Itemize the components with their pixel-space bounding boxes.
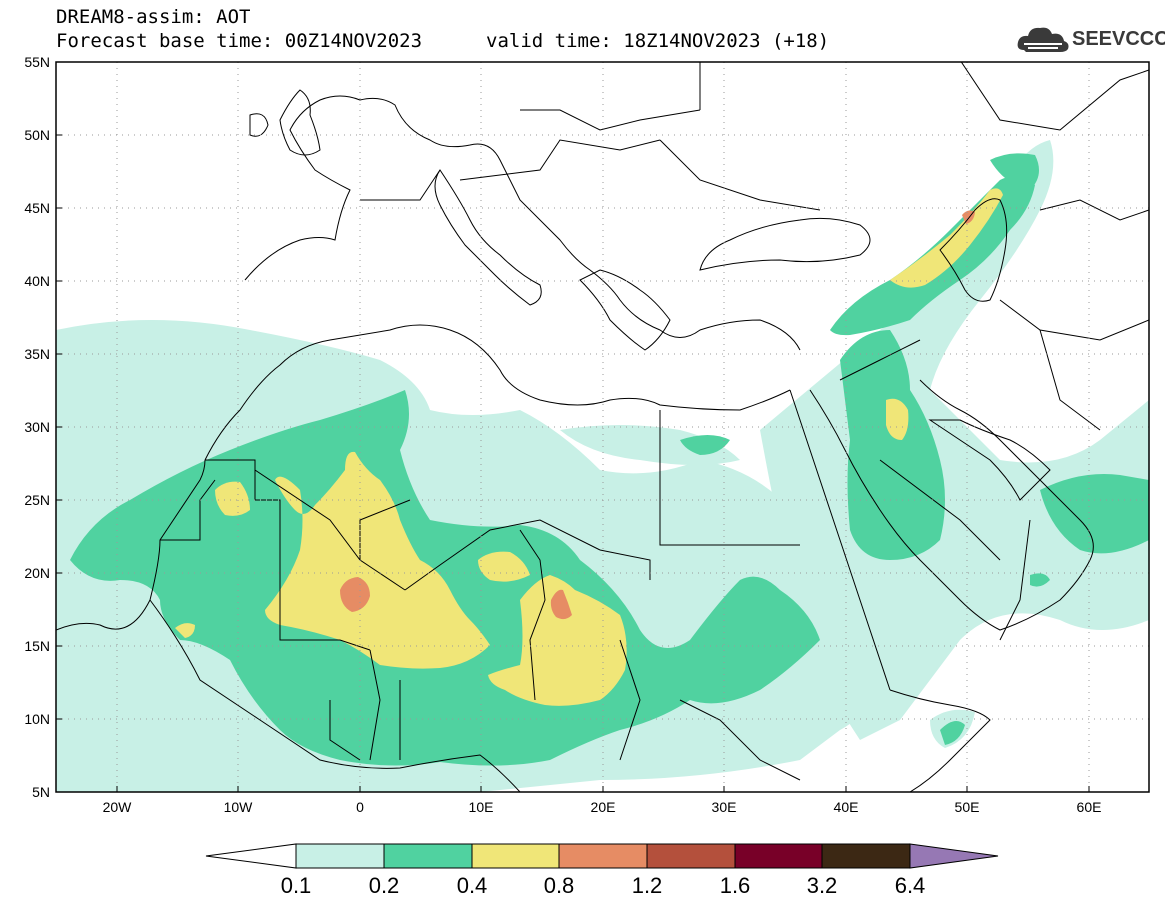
graticule	[56, 62, 1149, 792]
aot-field	[56, 140, 1149, 792]
colorbar-box	[471, 843, 560, 869]
lat-label: 30N	[24, 419, 50, 435]
colorbar-label: 0.8	[544, 873, 575, 898]
lon-label: 20W	[103, 799, 133, 815]
colorbar-box	[295, 843, 385, 869]
colorbar-box	[383, 843, 473, 869]
colorbar-label: 0.1	[281, 873, 312, 898]
colorbar-over-triangle	[909, 843, 999, 869]
colorbar-label: 0.4	[457, 873, 488, 898]
colorbar-box	[558, 843, 648, 869]
lat-label: 40N	[24, 273, 50, 289]
lat-label: 50N	[24, 127, 50, 143]
colorbar-under-triangle	[205, 843, 297, 869]
lon-label: 50E	[955, 799, 980, 815]
lon-label: 30E	[712, 799, 737, 815]
valid-time: valid time: 18Z14NOV2023 (+18)	[486, 30, 830, 52]
axis-ticks	[56, 61, 1090, 793]
lat-label: 15N	[24, 638, 50, 654]
colorbar-label: 1.6	[720, 873, 751, 898]
lat-label: 5N	[32, 784, 50, 800]
map-title: DREAM8-assim: AOT	[56, 6, 251, 28]
lon-label: 60E	[1077, 799, 1102, 815]
colorbar-box	[734, 843, 823, 869]
forecast-base-time: Forecast base time: 00Z14NOV2023	[56, 30, 423, 52]
lat-label: 55N	[24, 54, 50, 70]
lat-label: 20N	[24, 565, 50, 581]
lat-label: 35N	[24, 346, 50, 362]
colorbar-box	[646, 843, 736, 869]
lat-label: 45N	[24, 200, 50, 216]
lat-label: 10N	[24, 711, 50, 727]
lon-label: 20E	[591, 799, 616, 815]
aot-band-0.4-0.8	[175, 188, 1003, 706]
lon-label: 40E	[834, 799, 859, 815]
colorbar-box	[821, 843, 911, 869]
colorbar-label: 0.2	[369, 873, 400, 898]
colorbar-label: 1.2	[632, 873, 663, 898]
colorbar-label: 3.2	[807, 873, 838, 898]
cloud-icon	[1017, 27, 1069, 52]
longitude-labels: 20W 10W 0 10E 20E 30E 40E 50E 60E	[103, 799, 1102, 815]
colorbar: 0.1 0.2 0.4 0.8 1.2 1.6 3.2 6.4	[205, 843, 999, 898]
seevccc-logo: SEEVCCC	[1016, 22, 1165, 58]
lat-label: 25N	[24, 492, 50, 508]
lon-label: 10E	[469, 799, 494, 815]
aot-band-0.2-0.4	[70, 153, 1149, 766]
logo-text: SEEVCCC	[1072, 28, 1165, 50]
latitude-labels: 55N 50N 45N 40N 35N 30N 25N 20N 15N 10N …	[24, 54, 50, 800]
lon-label: 10W	[224, 799, 254, 815]
lon-label: 0	[356, 799, 364, 815]
coastlines-borders	[56, 62, 1149, 792]
colorbar-label: 6.4	[895, 873, 926, 898]
